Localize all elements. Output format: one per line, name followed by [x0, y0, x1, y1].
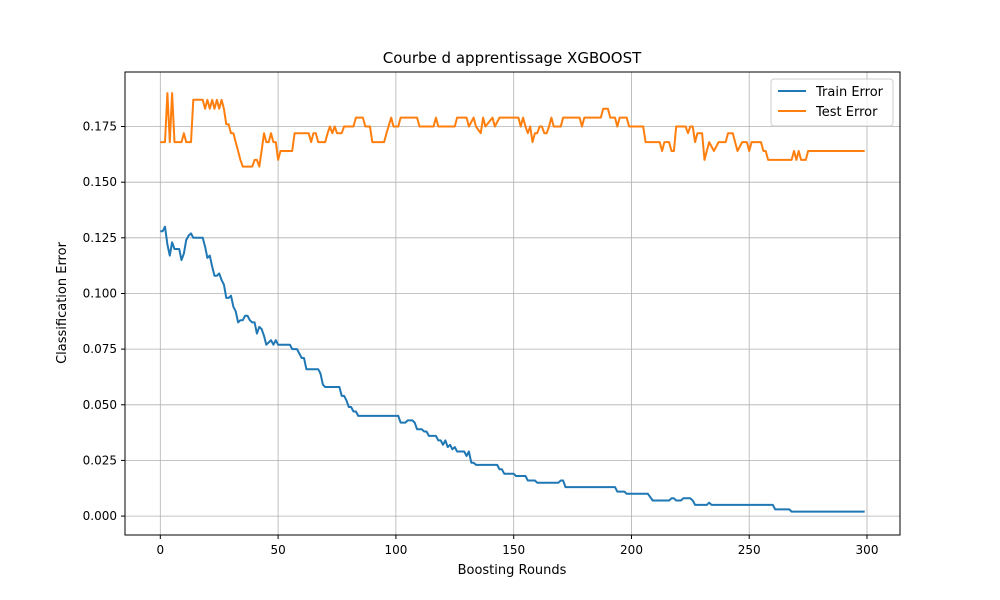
y-tick-label: 0.125 [83, 231, 117, 245]
y-axis-label: Classification Error [55, 241, 70, 363]
grid-lines [125, 72, 900, 535]
x-tick-label: 50 [270, 543, 285, 557]
x-tick-label: 150 [502, 543, 525, 557]
legend: Train Error Test Error [770, 78, 894, 127]
x-tick-label: 100 [384, 543, 407, 557]
y-tick-label: 0.100 [83, 287, 117, 301]
x-axis-label: Boosting Rounds [458, 563, 567, 578]
x-axis-ticks: 0 50 100 150 200 250 300 [156, 535, 878, 557]
train-error-line [160, 225, 865, 513]
legend-label-train: Train Error [815, 85, 884, 100]
y-tick-label: 0.150 [83, 175, 117, 189]
y-tick-label: 0.000 [83, 509, 117, 523]
x-tick-label: 200 [620, 543, 643, 557]
test-error-line [160, 92, 865, 168]
y-axis-ticks: 0.000 0.025 0.050 0.075 0.100 0.125 0.150 0.175 [83, 120, 125, 523]
y-tick-label: 0.175 [83, 120, 117, 134]
series-layer [160, 92, 865, 513]
chart-title: Courbe d apprentissage XGBOOST [383, 49, 642, 67]
plot-frame [124, 71, 901, 536]
x-tick-label: 0 [156, 543, 164, 557]
x-tick-label: 250 [738, 543, 761, 557]
y-tick-label: 0.075 [83, 342, 117, 356]
y-tick-label: 0.050 [83, 398, 117, 412]
y-tick-label: 0.025 [83, 453, 117, 467]
legend-label-test: Test Error [815, 105, 878, 120]
x-tick-label: 300 [856, 543, 879, 557]
